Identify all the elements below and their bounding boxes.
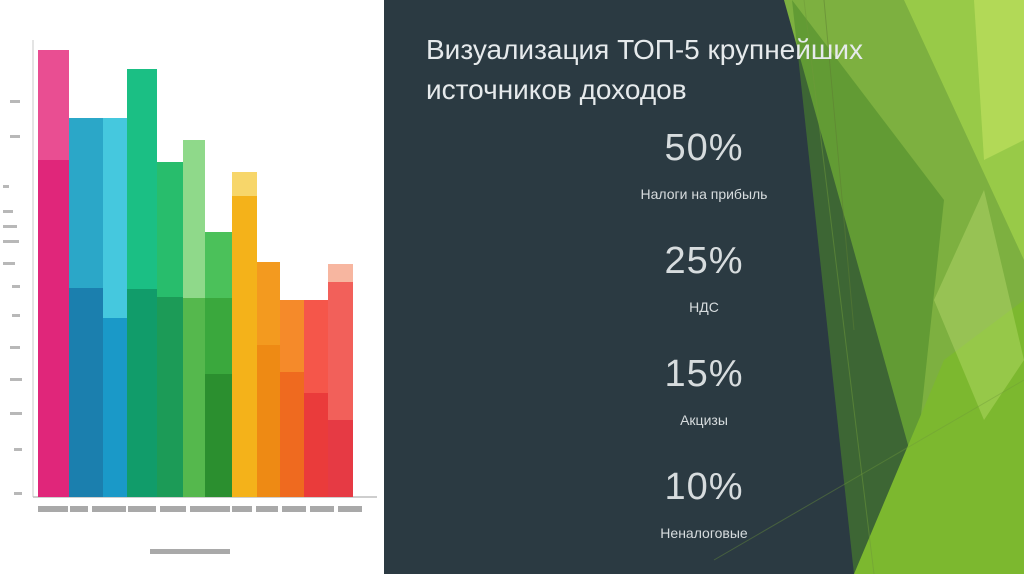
- stat-label: НДС: [689, 299, 719, 315]
- stat-value: 15%: [664, 353, 744, 395]
- decorative-bar-chart-illustration: [3, 40, 377, 554]
- chart-image: [0, 0, 384, 574]
- stat-label: Неналоговые: [660, 525, 748, 541]
- stat-item: 25% НДС: [584, 238, 824, 316]
- stat-item: 15% Акцизы: [584, 351, 824, 429]
- stat-value: 50%: [664, 127, 744, 169]
- stat-item: 50% Налоги на прибыль: [584, 125, 824, 203]
- chart-y-scribbles: [3, 100, 22, 495]
- green-triangles-decoration: [713, 0, 1024, 574]
- stat-value: 25%: [664, 240, 744, 282]
- stat-label: Акцизы: [680, 412, 728, 428]
- chart-bars: [38, 50, 353, 497]
- stat-item: 10% Неналоговые: [584, 464, 824, 542]
- stat-value: 10%: [664, 466, 744, 508]
- chart-x-scribbles: [38, 506, 362, 554]
- slide-title: Визуализация ТОП-5 крупнейших источников…: [426, 34, 863, 105]
- content-panel: Визуализация ТОП-5 крупнейших источников…: [384, 0, 1024, 574]
- stat-label: Налоги на прибыль: [640, 186, 768, 202]
